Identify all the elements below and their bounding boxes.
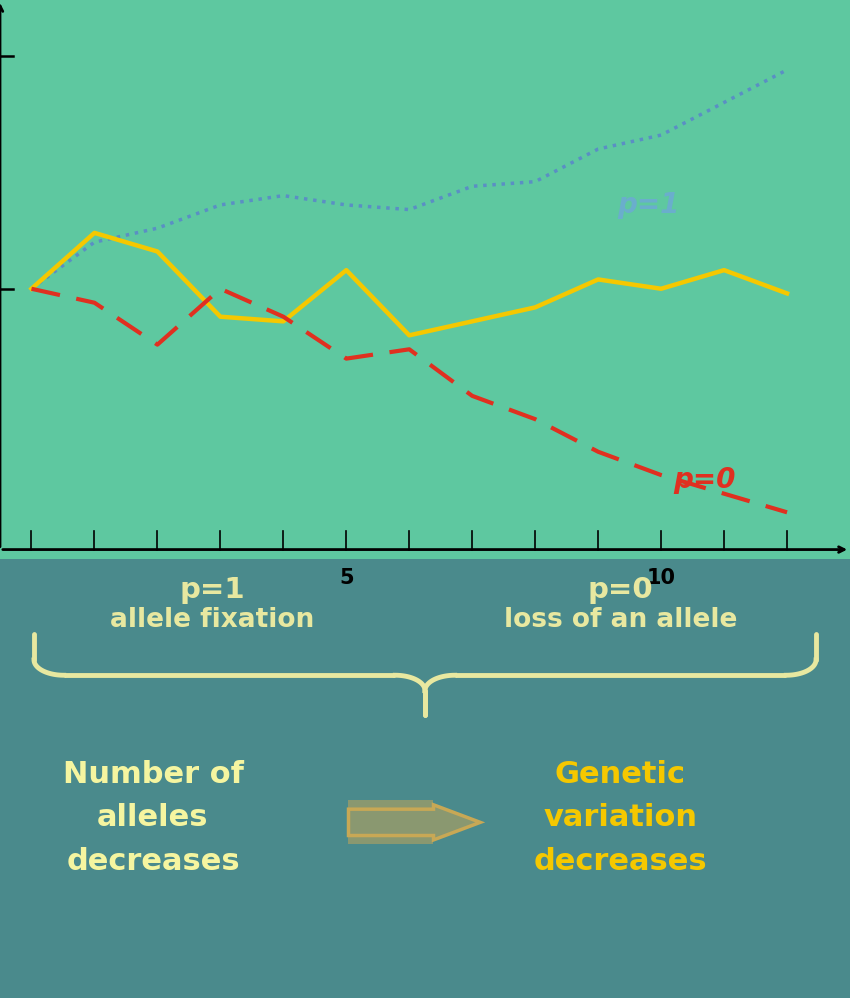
Bar	[348, 800, 434, 844]
Text: 10: 10	[647, 568, 676, 588]
Text: p=0: p=0	[587, 576, 654, 604]
Text: Genetic: Genetic	[555, 759, 686, 788]
Text: p=1: p=1	[179, 576, 246, 604]
Text: 5: 5	[339, 568, 354, 588]
Text: loss of an allele: loss of an allele	[504, 608, 737, 634]
Text: p=1: p=1	[617, 191, 679, 219]
Text: decreases: decreases	[534, 847, 707, 876]
Text: variation: variation	[543, 803, 698, 832]
Text: Number of: Number of	[63, 759, 243, 788]
Text: p=0: p=0	[674, 466, 736, 494]
Text: alleles: alleles	[97, 803, 209, 832]
Text: decreases: decreases	[66, 847, 240, 876]
Polygon shape	[434, 804, 480, 840]
Text: allele fixation: allele fixation	[110, 608, 314, 634]
